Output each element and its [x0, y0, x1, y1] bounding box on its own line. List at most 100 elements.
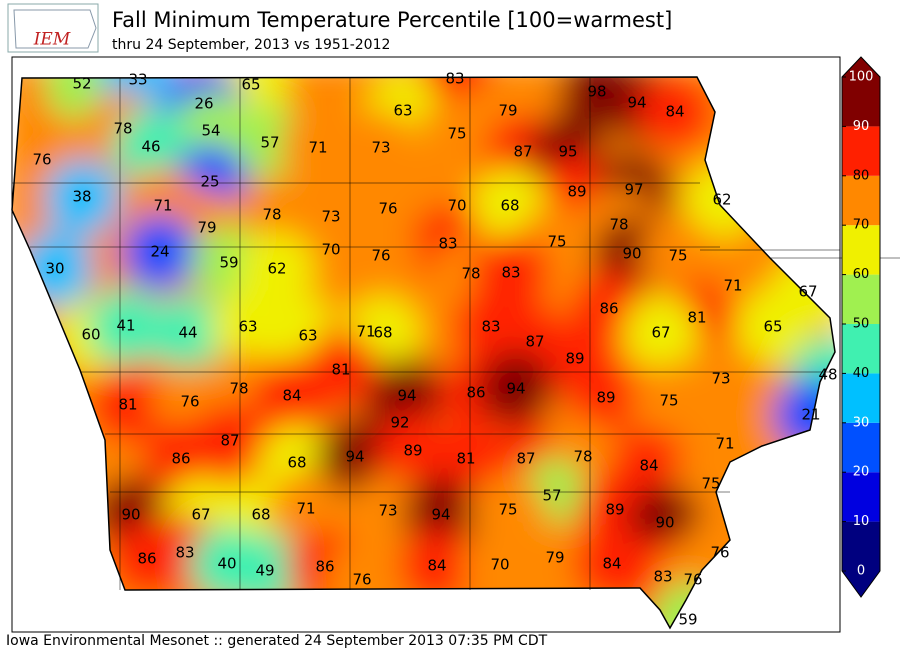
station-value: 84 [602, 555, 621, 573]
station-value: 76 [683, 571, 702, 589]
colorbar-tick-label: 60 [853, 267, 870, 282]
station-value: 97 [624, 181, 643, 199]
station-value: 68 [500, 197, 519, 215]
station-value: 89 [596, 389, 615, 407]
contour-blob [44, 159, 120, 235]
station-value: 73 [378, 502, 397, 520]
station-value: 81 [331, 361, 350, 379]
station-value: 94 [506, 380, 525, 398]
station-value: 90 [655, 514, 674, 532]
station-value: 79 [545, 549, 564, 567]
station-value: 89 [565, 350, 584, 368]
station-value: 78 [609, 216, 628, 234]
station-value: 71 [153, 197, 172, 215]
station-value: 54 [201, 122, 220, 140]
contour-blob [568, 360, 644, 436]
station-value: 81 [687, 309, 706, 327]
station-value: 83 [501, 264, 520, 282]
station-value: 59 [678, 611, 697, 629]
contour-blob [343, 218, 419, 294]
station-value: 65 [241, 76, 260, 94]
contour-blob [254, 358, 330, 434]
station-value: 63 [298, 327, 317, 345]
station-value: 94 [627, 94, 646, 112]
station-value: 52 [72, 75, 91, 93]
colorbar-tick-label: 20 [853, 465, 870, 480]
station-value: 87 [513, 143, 532, 161]
station-value: 79 [197, 219, 216, 237]
contour-blob [517, 520, 593, 596]
colorbar-tick-label: 70 [853, 218, 870, 233]
station-value: 57 [542, 487, 561, 505]
colorbar-segment [842, 225, 880, 275]
county-line [12, 182, 830, 493]
station-value: 87 [516, 450, 535, 468]
contour-blob [399, 528, 475, 604]
station-value: 24 [150, 243, 169, 261]
station-value: 90 [622, 245, 641, 263]
contour-blob [239, 231, 315, 307]
station-value: 48 [818, 366, 837, 384]
station-value: 89 [567, 183, 586, 201]
contour-blob [90, 367, 166, 443]
station-value: 57 [260, 134, 279, 152]
colorbar-segment [842, 472, 880, 522]
title: Fall Minimum Temperature Percentile [100… [112, 8, 672, 32]
station-value: 92 [390, 414, 409, 432]
station-value: 21 [801, 406, 820, 424]
station-value: 71 [356, 323, 375, 341]
station-value: 40 [217, 555, 236, 573]
station-value: 75 [659, 392, 678, 410]
station-value: 41 [116, 317, 135, 335]
colorbar-segment [842, 175, 880, 226]
contour-blob [268, 471, 344, 547]
station-value: 26 [194, 95, 213, 113]
station-value: 49 [255, 562, 274, 580]
station-value: 94 [431, 506, 450, 524]
station-value: 75 [447, 125, 466, 143]
station-value: 76 [180, 393, 199, 411]
logo: IEM [7, 3, 99, 53]
colorbar-segment [842, 126, 880, 176]
station-value: 78 [113, 120, 132, 138]
station-value: 65 [763, 318, 782, 336]
colorbar-top [842, 57, 880, 77]
colorbar-segment [842, 521, 880, 571]
colorbar-tick-label: 10 [853, 514, 870, 529]
station-value: 67 [191, 506, 210, 524]
station-value: 63 [238, 318, 257, 336]
station-value: 84 [665, 103, 684, 121]
station-value: 75 [547, 233, 566, 251]
station-value: 62 [267, 260, 286, 278]
colorbar-segment [842, 274, 880, 324]
station-value: 25 [200, 173, 219, 191]
station-value: 62 [712, 191, 731, 209]
station-value: 71 [296, 500, 315, 518]
station-value: 86 [466, 384, 485, 402]
station-value: 86 [171, 450, 190, 468]
station-value: 76 [371, 247, 390, 265]
station-value: 33 [128, 71, 147, 89]
station-value: 84 [639, 457, 658, 475]
contour-blob [623, 295, 699, 371]
colorbar-bottom [842, 571, 880, 597]
station-value: 83 [653, 568, 672, 586]
station-value: 83 [175, 544, 194, 562]
footer: Iowa Environmental Mesonet :: generated … [6, 633, 548, 649]
contour-blob [419, 96, 495, 172]
colorbar-tick-label: 100 [849, 70, 874, 85]
station-value: 59 [219, 254, 238, 272]
station-value: 90 [121, 506, 140, 524]
contour-blob [122, 214, 198, 290]
station-value: 44 [178, 324, 197, 342]
station-value: 81 [118, 396, 137, 414]
station-value: 89 [403, 442, 422, 460]
contour-blob [280, 110, 356, 186]
station-value: 60 [81, 326, 100, 344]
station-value: 89 [605, 501, 624, 519]
logo-outline [13, 9, 97, 49]
station-value: 67 [651, 324, 670, 342]
station-labels: 52 33 65 83 98 94 84 26 63 79 78 54 75 46 57 71 73 87 95 76… [32, 70, 837, 629]
colorbar-tick-label: 0 [857, 564, 865, 579]
